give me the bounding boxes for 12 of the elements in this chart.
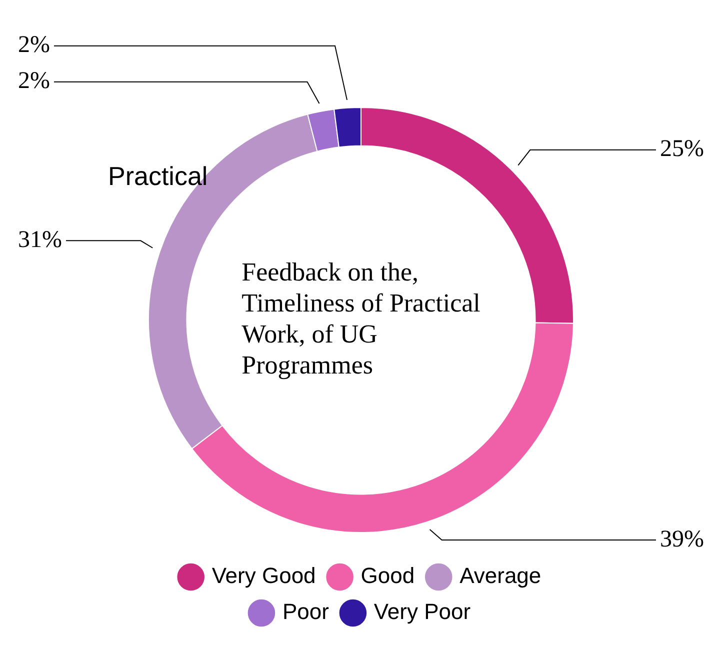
legend-label: Poor: [282, 599, 329, 624]
text: Practical: [108, 161, 208, 192]
text: Feedback on the, Timeliness of Practical Work, of UG Programmes: [242, 257, 480, 380]
data-label: 25%: [660, 136, 704, 162]
data-label: 2%: [18, 68, 50, 94]
legend-label: Very Good: [212, 563, 316, 588]
data-label: 39%: [660, 526, 704, 552]
legend-label: Good: [360, 563, 415, 588]
legend-label: Very Poor: [374, 599, 471, 624]
data-label: 31%: [18, 226, 62, 253]
legend-label: Average: [460, 563, 542, 588]
data-label: 2%: [18, 32, 50, 58]
